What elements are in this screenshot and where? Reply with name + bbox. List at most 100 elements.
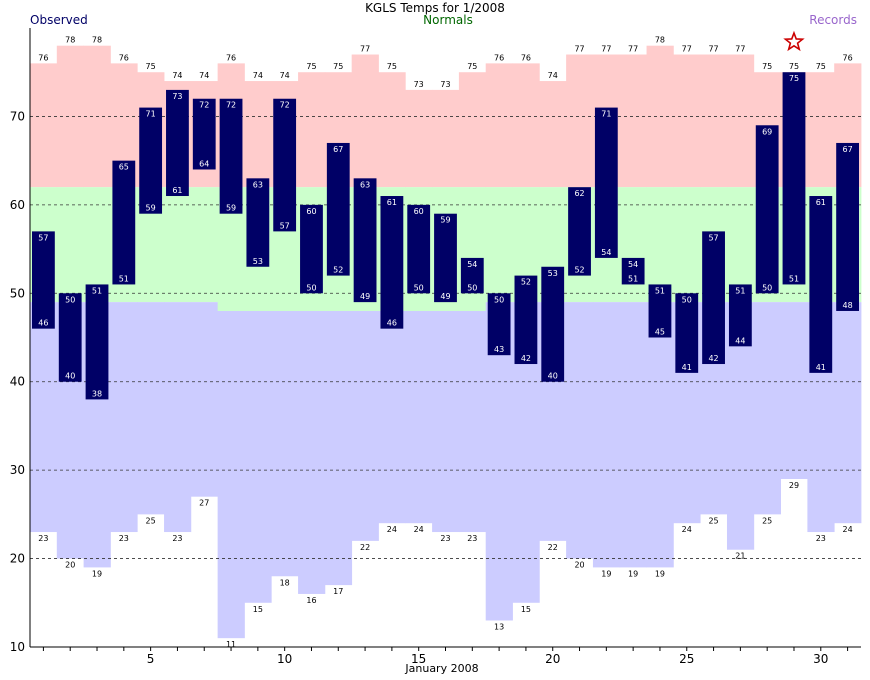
- normal-band-day-25: [673, 187, 701, 303]
- observed-low-label-day-15: 50: [414, 283, 424, 292]
- observed-low-label-day-8: 59: [226, 204, 236, 213]
- record-high-label-day-14: 75: [387, 62, 397, 71]
- observed-bar-day-24: [648, 284, 672, 338]
- x-tick-label-15: 15: [411, 652, 426, 666]
- record-high-label-day-24: 78: [655, 36, 665, 45]
- observed-high-label-day-9: 63: [253, 180, 263, 189]
- x-tick-label-10: 10: [277, 652, 292, 666]
- observed-bar-day-18: [487, 293, 511, 356]
- observed-low-label-day-26: 42: [708, 354, 718, 363]
- record-high-label-day-26: 77: [708, 45, 718, 54]
- record-low-label-day-10: 18: [280, 578, 290, 587]
- observed-low-label-day-6: 61: [172, 186, 182, 195]
- record-low-label-day-8: 11: [226, 640, 236, 649]
- record-high-label-day-25: 77: [682, 45, 692, 54]
- record-low-label-day-15: 24: [414, 525, 424, 534]
- observed-bar-day-12: [326, 142, 350, 276]
- observed-low-label-day-2: 40: [65, 372, 75, 381]
- observed-high-label-day-12: 67: [333, 145, 343, 154]
- observed-low-label-day-3: 38: [92, 389, 102, 398]
- observed-bar-day-1: [32, 231, 55, 329]
- observed-high-label-day-27: 51: [735, 286, 745, 295]
- record-high-band-day-20: [539, 81, 567, 188]
- observed-bar-day-15: [407, 204, 431, 294]
- observed-bar-day-23: [621, 257, 645, 285]
- observed-low-label-day-19: 42: [521, 354, 531, 363]
- legend-observed: Observed: [30, 13, 88, 27]
- observed-high-label-day-18: 50: [494, 295, 504, 304]
- observed-bar-day-2: [58, 293, 82, 382]
- normal-band-day-2: [56, 187, 85, 303]
- record-high-label-day-13: 77: [360, 45, 370, 54]
- record-low-band-day-28: [753, 302, 781, 515]
- record-high-band-day-15: [405, 89, 433, 188]
- observed-low-label-day-31: 48: [843, 301, 853, 310]
- record-high-label-day-8: 76: [226, 53, 236, 62]
- observed-low-label-day-14: 46: [387, 319, 397, 328]
- observed-high-label-day-19: 52: [521, 278, 531, 287]
- observed-high-label-day-20: 53: [548, 269, 558, 278]
- observed-low-label-day-11: 50: [306, 283, 316, 292]
- observed-high-label-day-15: 60: [414, 207, 424, 216]
- record-high-band-day-17: [458, 72, 487, 188]
- observed-high-label-day-31: 67: [843, 145, 853, 154]
- record-low-band-day-8: [217, 310, 245, 639]
- y-tick-label-60: 60: [10, 198, 25, 212]
- observed-high-label-day-24: 51: [655, 286, 665, 295]
- observed-high-label-day-3: 51: [92, 286, 102, 295]
- record-low-label-day-5: 25: [146, 516, 156, 525]
- y-tick-label-20: 20: [10, 552, 25, 566]
- record-low-band-day-22: [592, 302, 621, 568]
- record-high-label-day-3: 78: [92, 36, 102, 45]
- record-high-label-day-18: 76: [494, 53, 504, 62]
- observed-low-label-day-25: 41: [682, 363, 692, 372]
- record-high-label-day-12: 75: [333, 62, 343, 71]
- observed-high-label-day-17: 54: [467, 260, 477, 269]
- observed-low-label-day-27: 44: [735, 336, 745, 345]
- observed-high-label-day-10: 72: [280, 101, 290, 110]
- record-high-band-day-30: [807, 72, 835, 188]
- observed-bar-day-29: [782, 72, 806, 285]
- normal-band-day-23: [619, 187, 647, 303]
- record-low-label-day-31: 24: [843, 525, 853, 534]
- normal-band-day-3: [83, 187, 111, 303]
- record-low-band-day-21: [566, 302, 594, 559]
- observed-low-label-day-24: 45: [655, 328, 665, 337]
- record-low-label-day-1: 23: [38, 534, 48, 543]
- record-high-band-day-16: [432, 89, 460, 188]
- observed-high-label-day-16: 59: [440, 216, 450, 225]
- observed-high-label-day-25: 50: [682, 295, 692, 304]
- normal-band-day-18: [485, 187, 513, 303]
- observed-bar-day-4: [112, 160, 136, 285]
- x-tick-label-30: 30: [813, 652, 828, 666]
- observed-bar-day-28: [755, 125, 779, 294]
- record-high-label-day-19: 76: [521, 53, 531, 62]
- record-low-label-day-16: 23: [440, 534, 450, 543]
- observed-low-label-day-18: 43: [494, 345, 504, 354]
- observed-high-label-day-14: 61: [387, 198, 397, 207]
- observed-high-label-day-29: 75: [789, 74, 799, 83]
- record-high-label-day-11: 75: [306, 62, 316, 71]
- observed-bar-day-25: [675, 293, 699, 373]
- record-high-label-day-29: 75: [789, 62, 799, 71]
- record-high-label-day-31: 76: [843, 53, 853, 62]
- y-tick-label-10: 10: [10, 640, 25, 654]
- record-high-band-day-11: [298, 72, 326, 188]
- observed-bar-day-13: [353, 178, 377, 303]
- observed-bar-day-3: [85, 284, 109, 400]
- record-high-band-day-19: [512, 63, 540, 188]
- record-high-label-day-1: 76: [38, 53, 48, 62]
- record-high-label-day-28: 75: [762, 62, 772, 71]
- record-low-band-day-16: [432, 310, 460, 533]
- observed-low-label-day-7: 64: [199, 159, 209, 168]
- record-low-label-day-29: 29: [789, 481, 799, 490]
- record-low-band-day-18: [485, 302, 513, 621]
- observed-bar-day-8: [219, 98, 243, 214]
- observed-low-label-day-30: 41: [816, 363, 826, 372]
- record-low-label-day-20: 22: [548, 543, 558, 552]
- observed-high-label-day-28: 69: [762, 127, 772, 136]
- record-low-label-day-6: 23: [172, 534, 182, 543]
- observed-bar-day-31: [836, 142, 859, 311]
